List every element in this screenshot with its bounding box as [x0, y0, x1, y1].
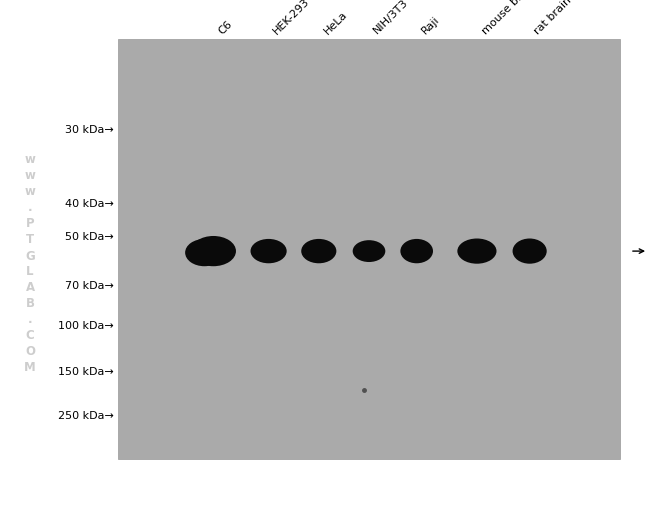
Text: 30 kDa→: 30 kDa→ [65, 125, 114, 135]
Text: HEK-293: HEK-293 [272, 0, 312, 36]
Ellipse shape [191, 237, 236, 267]
Text: C6: C6 [216, 18, 234, 36]
Text: w: w [25, 169, 36, 182]
Text: 50 kDa→: 50 kDa→ [65, 232, 114, 242]
Text: w: w [25, 153, 36, 166]
Text: .: . [28, 201, 32, 214]
Text: M: M [24, 361, 36, 374]
Text: .: . [28, 313, 32, 326]
Text: C: C [25, 329, 34, 342]
Ellipse shape [301, 239, 336, 264]
Text: L: L [26, 265, 34, 278]
Text: 40 kDa→: 40 kDa→ [65, 199, 114, 208]
Text: O: O [25, 345, 35, 358]
Text: Raji: Raji [420, 14, 441, 36]
Text: NIH/3T3: NIH/3T3 [372, 0, 411, 36]
Bar [118, 40, 620, 459]
Text: 250 kDa→: 250 kDa→ [58, 410, 114, 420]
Ellipse shape [472, 241, 493, 260]
Text: HeLa: HeLa [322, 9, 349, 36]
Text: G: G [25, 249, 35, 262]
Ellipse shape [353, 241, 385, 263]
Text: T: T [26, 233, 34, 246]
Text: A: A [25, 281, 34, 294]
Text: rat brain: rat brain [532, 0, 574, 36]
Text: 70 kDa→: 70 kDa→ [65, 280, 114, 290]
Text: 150 kDa→: 150 kDa→ [58, 366, 114, 376]
Text: 100 kDa→: 100 kDa→ [58, 320, 114, 330]
Ellipse shape [458, 239, 497, 264]
Text: B: B [25, 297, 34, 310]
Ellipse shape [513, 239, 547, 264]
Text: P: P [26, 217, 34, 230]
Ellipse shape [185, 240, 224, 267]
Ellipse shape [250, 239, 287, 264]
Ellipse shape [400, 239, 433, 264]
Text: w: w [25, 185, 36, 198]
Text: mouse brain: mouse brain [480, 0, 536, 36]
